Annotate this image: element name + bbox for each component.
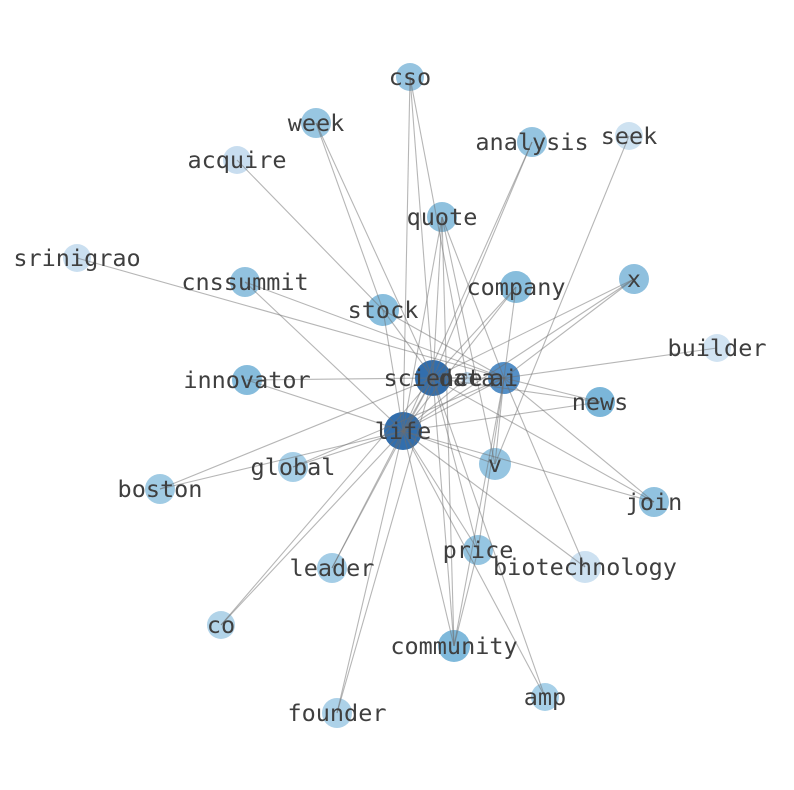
edge-boston-science — [159, 377, 434, 490]
edge-quote-life — [402, 216, 443, 432]
edge-week-science — [315, 122, 434, 379]
edge-amp-science — [432, 377, 546, 698]
edge-quote-ai — [441, 216, 505, 379]
edge-boston-life — [159, 430, 404, 490]
edge-builder-ai — [503, 347, 718, 379]
edge-analysis-science — [432, 141, 533, 379]
edge-community-life — [402, 430, 455, 647]
edge-acquire-stock — [236, 159, 384, 311]
edge-cso-data — [409, 76, 468, 379]
edge-founder-science — [336, 377, 434, 714]
edge-v-life — [402, 430, 496, 465]
edge-quote-community — [441, 216, 455, 647]
edge-co-life — [220, 430, 404, 626]
edge-company-life — [402, 286, 517, 432]
edge-join-ai — [503, 377, 655, 503]
edge-founder-life — [336, 430, 404, 714]
edge-join-life — [402, 430, 655, 503]
edge-x-ai — [503, 278, 635, 379]
edge-co-science — [220, 377, 434, 626]
edge-company-science — [432, 286, 517, 379]
edge-quote-v — [441, 216, 496, 465]
edge-amp-life — [402, 430, 546, 698]
edge-innovator-life — [246, 379, 404, 432]
edge-biotechnology-ai — [503, 377, 586, 568]
edge-biotechnology-life — [402, 430, 586, 568]
edge-global-life — [292, 430, 404, 468]
edge-leader-science — [331, 377, 434, 569]
edge-community-ai — [453, 377, 505, 647]
edge-analysis-life — [402, 141, 533, 432]
edge-x-science — [432, 278, 635, 379]
edge-week-stock — [315, 122, 384, 311]
edge-x-life — [402, 278, 635, 432]
edge-price-life — [402, 430, 479, 551]
edge-stock-ai — [382, 309, 505, 379]
edges-layer — [76, 76, 718, 714]
edge-news-ai — [503, 377, 601, 403]
edge-price-science — [432, 377, 479, 551]
edge-srinigrao-ai — [76, 257, 505, 379]
edge-join-science — [432, 377, 655, 503]
edge-cso-life — [402, 76, 411, 432]
edge-news-science — [432, 377, 601, 403]
edge-cnssummit-ai — [244, 281, 505, 379]
edge-cnssummit-life — [244, 281, 404, 432]
edge-stock-science — [382, 309, 434, 379]
edge-stock-life — [382, 309, 404, 432]
edge-global-ai — [292, 377, 505, 468]
edge-quote-science — [432, 216, 443, 379]
edge-community-science — [432, 377, 455, 647]
edge-v-ai — [494, 377, 505, 465]
edge-innovator-science — [246, 377, 434, 381]
edge-cso-science — [409, 76, 434, 379]
edge-price-ai — [477, 377, 505, 551]
edge-price-community — [453, 549, 479, 647]
